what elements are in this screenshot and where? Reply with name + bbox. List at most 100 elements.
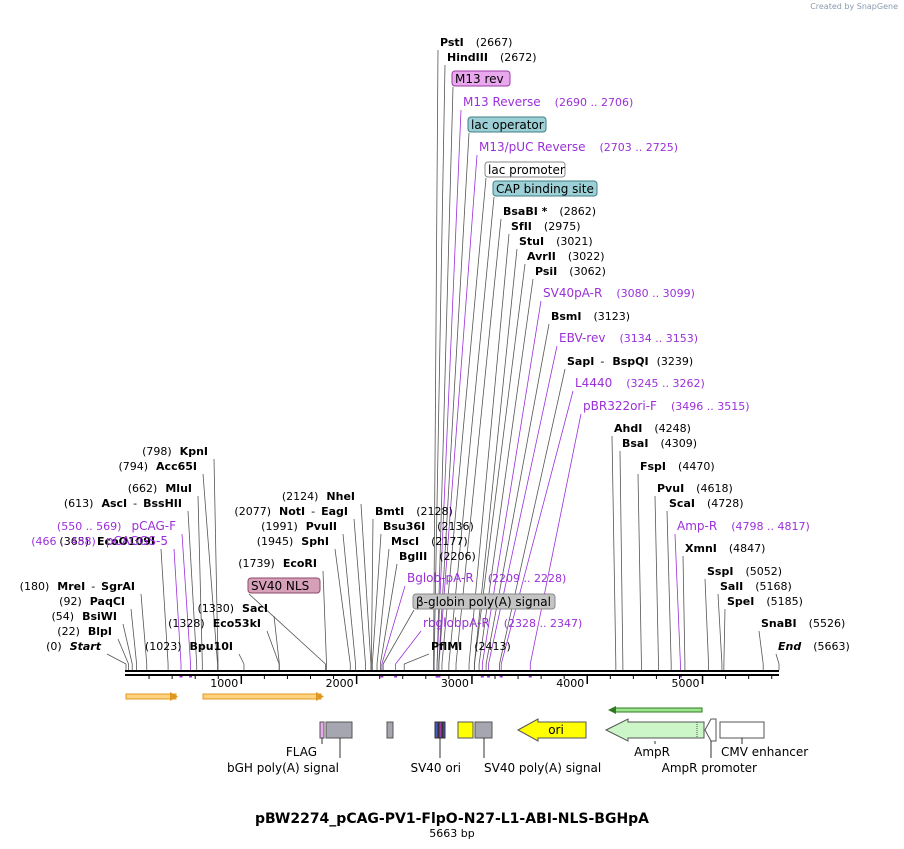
enzyme-site[interactable]: (798) KpnI	[142, 445, 208, 458]
enzyme-site[interactable]: PstI (2667)	[440, 36, 512, 49]
primer-site[interactable]: M13 Reverse (2690 .. 2706)	[463, 95, 633, 109]
feature-box-label: M13 rev	[455, 72, 504, 86]
enzyme-site[interactable]: (1739) EcoRI	[238, 557, 317, 570]
enzyme-site[interactable]: PflMI (2413)	[431, 640, 511, 653]
primer-site[interactable]: rbglobpA-R (2328 .. 2347)	[423, 616, 582, 630]
primer-range: (3245 .. 3262)	[626, 377, 705, 390]
enzyme-site[interactable]: SfII (2975)	[511, 220, 580, 233]
primer-site[interactable]: M13/pUC Reverse (2703 .. 2725)	[479, 140, 678, 154]
enzyme-site[interactable]: BmtI (2128)	[375, 505, 453, 518]
feature-label-box[interactable]: M13 rev	[451, 70, 511, 87]
enzyme-site[interactable]: (1330) SacI	[197, 602, 268, 615]
enzyme-site[interactable]: BglII (2206)	[399, 550, 476, 563]
feature-label-box[interactable]: β-globin poly(A) signal	[412, 593, 556, 610]
orf-arrow-1[interactable]	[125, 693, 177, 700]
enzyme-site[interactable]: Bsu36I (2136)	[383, 520, 474, 533]
enzyme-site[interactable]: XmnI (4847)	[685, 542, 765, 555]
enzyme-site[interactable]: StuI (3021)	[519, 235, 593, 248]
enzyme-site[interactable]: ScaI (4728)	[669, 497, 744, 510]
enzyme-site[interactable]: SapI - BspQI (3239)	[567, 355, 693, 368]
enzyme-site[interactable]: SalI (5168)	[720, 580, 792, 593]
primer-name: Bglob-pA-R	[407, 571, 474, 585]
orf-arrow-2[interactable]	[202, 693, 322, 700]
sv40-ori-feature-1[interactable]	[434, 721, 439, 739]
enzyme-site[interactable]: SnaBI (5526)	[761, 617, 845, 630]
enzyme-site[interactable]: SspI (5052)	[707, 565, 782, 578]
primer-site[interactable]: pBR322ori-F (3496 .. 3515)	[583, 399, 750, 413]
enzyme-site[interactable]: (92) PaqCI	[59, 595, 125, 608]
boxed-feature-1-leader	[438, 132, 470, 665]
enzyme-site[interactable]: PsiI (3062)	[535, 265, 606, 278]
enzyme-site[interactable]: (54) BsiWI	[51, 610, 117, 623]
enzyme-site[interactable]: (0) Start	[46, 640, 102, 653]
flag-label: FLAG	[286, 745, 317, 759]
enzyme-site[interactable]: (613) AscI - BssHII	[64, 497, 182, 510]
enzyme-site[interactable]: (794) Acc65I	[118, 460, 197, 473]
primer-site[interactable]: Amp-R (4798 .. 4817)	[677, 519, 810, 533]
yellow-feature[interactable]	[457, 721, 474, 739]
enzyme-site[interactable]: PvuI (4618)	[657, 482, 733, 495]
ampr-arrow[interactable]	[604, 718, 705, 742]
enzyme-site[interactable]: FspI (4470)	[640, 460, 715, 473]
bgh-polya-feature[interactable]	[325, 721, 353, 739]
enzyme-position: (2177)	[431, 535, 468, 548]
primer-range: (2703 .. 2725)	[600, 141, 679, 154]
enzyme-name: PvuII	[306, 520, 337, 533]
ori-arrow[interactable]	[516, 718, 587, 742]
primer-site[interactable]: EBV-rev (3134 .. 3153)	[559, 331, 698, 345]
enzyme-site[interactable]: SpeI (5185)	[727, 595, 803, 608]
enzyme-site[interactable]: MscI (2177)	[391, 535, 468, 548]
enzyme-16-leader	[717, 593, 723, 665]
enzyme-site[interactable]: (22) BlpI	[57, 625, 112, 638]
enzyme-site[interactable]: (1991) PvuII	[261, 520, 337, 533]
enzyme-site[interactable]: (662) MluI	[128, 482, 192, 495]
enzyme-site[interactable]: (180) MreI - SgrAI	[20, 580, 135, 593]
green-orf-arrow[interactable]	[613, 707, 703, 713]
enzyme-name: SalI	[720, 580, 743, 593]
enzyme-name: AhdI	[614, 422, 642, 435]
enzyme-site[interactable]: AhdI (4248)	[614, 422, 691, 435]
enzyme-position: (2413)	[474, 640, 511, 653]
boxed-feature-2-leader	[441, 177, 487, 665]
cmv-enhancer-feature[interactable]	[719, 721, 765, 739]
enzyme-34-leader	[360, 503, 372, 665]
enzyme-site[interactable]: End (5663)	[778, 640, 850, 653]
sv40-polya-feature[interactable]	[474, 721, 493, 739]
primer-site[interactable]: L4440 (3245 .. 3262)	[575, 376, 705, 390]
enzyme-position: (2077)	[234, 505, 271, 518]
enzyme-site[interactable]: (1945) SphI	[257, 535, 329, 548]
enzyme-position: (365)	[59, 535, 89, 548]
primer-5-leader	[529, 413, 582, 665]
boxed-feature-0-leader	[436, 86, 454, 665]
enzyme-41-leader	[379, 563, 398, 665]
enzyme-site[interactable]: BsaI (4309)	[622, 437, 697, 450]
enzyme-site[interactable]: BsmI (3123)	[551, 310, 630, 323]
enzyme-site[interactable]: HindIII (2672)	[447, 51, 537, 64]
enzyme-site[interactable]: (2124) NheI	[282, 490, 355, 503]
enzyme-site[interactable]: (2077) NotI - EagI	[234, 505, 348, 518]
enzyme-site[interactable]: (1328) Eco53kI	[168, 617, 261, 630]
map-title: pBW2274_pCAG-PV1-FlpO-N27-L1-ABI-NLS-BGH…	[255, 811, 649, 827]
small-grey-feature[interactable]	[386, 721, 394, 739]
feature-box-label: lac operator	[471, 118, 544, 132]
sv40-ori-feature-3[interactable]	[442, 721, 446, 739]
enzyme-site[interactable]: AvrII (3022)	[527, 250, 604, 263]
feature-label-box[interactable]: lac operator	[467, 116, 547, 133]
feature-label-box[interactable]: SV40 NLS	[247, 577, 321, 594]
primer-site[interactable]: pCAGGS-5 (466 .. 488)	[31, 534, 168, 548]
primer-site[interactable]: pCAG-F (550 .. 569)	[57, 519, 176, 533]
primer-range: (3080 .. 3099)	[616, 287, 695, 300]
ampr-promoter-arrow[interactable]	[704, 718, 717, 742]
enzyme-site[interactable]: (1023) Bpu10I	[145, 640, 233, 653]
feature-label-box[interactable]: lac promoter	[484, 161, 566, 178]
primer-site[interactable]: Bglob-pA-R (2209 .. 2228)	[407, 571, 566, 585]
enzyme-position: (4248)	[654, 422, 691, 435]
primer-3-leader	[488, 345, 558, 665]
enzyme-name: KpnI	[180, 445, 208, 458]
enzyme-site[interactable]: BsaBI * (2862)	[503, 205, 596, 218]
feature-label-box[interactable]: CAP binding site	[492, 180, 598, 197]
flag-feature[interactable]	[319, 721, 325, 739]
sv40-ori-feature-2[interactable]	[438, 721, 443, 739]
primer-site[interactable]: SV40pA-R (3080 .. 3099)	[543, 286, 695, 300]
enzyme-site[interactable]: (365) EcoO109I	[59, 535, 155, 548]
